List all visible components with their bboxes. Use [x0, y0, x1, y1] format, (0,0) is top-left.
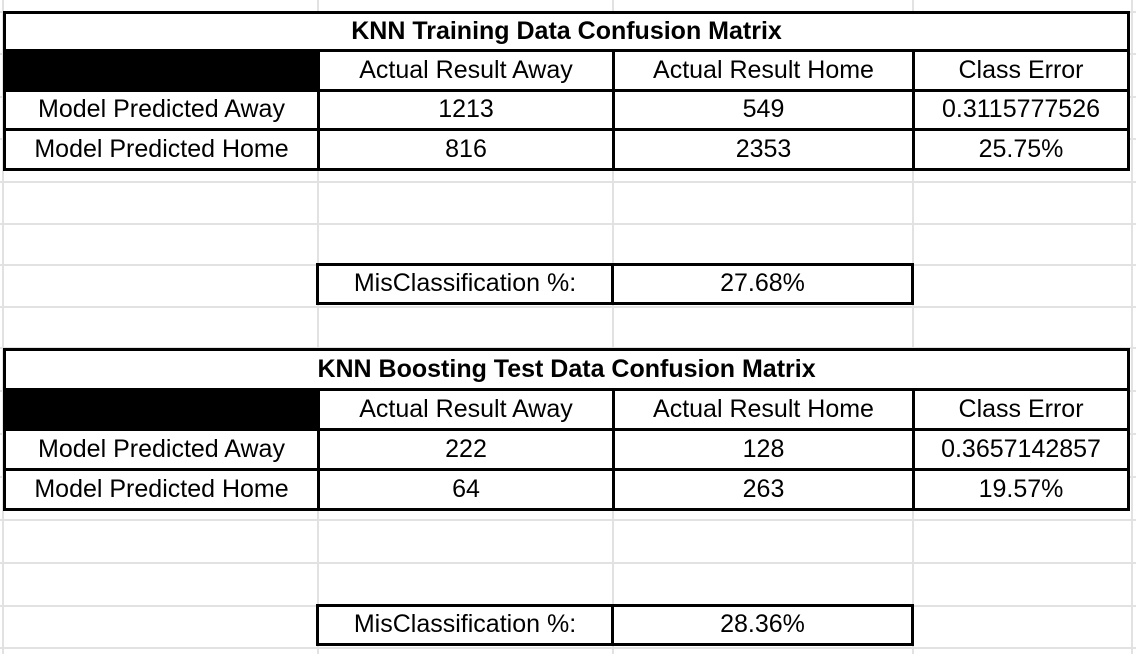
table-row: Model Predicted Home 816 2353 25.75%	[3, 128, 1131, 171]
table-title[interactable]: KNN Boosting Test Data Confusion Matrix	[2, 348, 1131, 391]
cell-value[interactable]: 549	[612, 89, 915, 131]
corner-header-cell[interactable]	[3, 49, 320, 92]
table-row: Model Predicted Away 1213 549 0.31157775…	[3, 89, 1131, 131]
table-title[interactable]: KNN Training Data Confusion Matrix	[2, 11, 1131, 52]
cell-value[interactable]: 263	[612, 468, 915, 511]
misclassification-box-training: MisClassification %: 27.68%	[316, 263, 914, 305]
column-header-actual-away[interactable]: Actual Result Away	[317, 388, 615, 431]
table-row: Actual Result Away Actual Result Home Cl…	[3, 388, 1131, 431]
misclassification-value[interactable]: 28.36%	[611, 604, 914, 646]
column-header-actual-home[interactable]: Actual Result Home	[612, 49, 915, 92]
column-header-actual-home[interactable]: Actual Result Home	[612, 388, 915, 431]
gridline-v	[2, 0, 4, 654]
gridline-h	[0, 306, 1136, 308]
cell-value[interactable]: 0.3657142857	[911, 428, 1131, 471]
gridline-h	[0, 181, 1136, 183]
gridline-h	[0, 223, 1136, 225]
cell-value[interactable]: 222	[317, 428, 615, 471]
cell-value[interactable]: 64	[317, 468, 615, 511]
table-row: Model Predicted Home 64 263 19.57%	[3, 468, 1131, 511]
misclassification-label[interactable]: MisClassification %:	[316, 604, 614, 646]
cell-value[interactable]: 19.57%	[911, 468, 1131, 511]
gridline-v	[612, 0, 614, 654]
table-row: KNN Training Data Confusion Matrix	[2, 11, 1131, 52]
table-row: KNN Boosting Test Data Confusion Matrix	[2, 348, 1131, 391]
column-header-actual-away[interactable]: Actual Result Away	[317, 49, 615, 92]
corner-header-cell[interactable]	[3, 388, 320, 431]
misclassification-value[interactable]: 27.68%	[611, 263, 914, 305]
cell-value[interactable]: 1213	[317, 89, 615, 131]
confusion-matrix-training: KNN Training Data Confusion Matrix Actua…	[2, 11, 1131, 171]
row-label-predicted-home[interactable]: Model Predicted Home	[3, 128, 320, 171]
misclassification-label[interactable]: MisClassification %:	[316, 263, 614, 305]
gridline-v	[317, 0, 319, 654]
table-row: Model Predicted Away 222 128 0.365714285…	[3, 428, 1131, 471]
gridline-h	[0, 519, 1136, 521]
gridline-v	[912, 0, 914, 654]
cell-value[interactable]: 0.3115777526	[911, 89, 1131, 131]
row-label-predicted-away[interactable]: Model Predicted Away	[3, 428, 320, 471]
confusion-matrix-boosting-test: KNN Boosting Test Data Confusion Matrix …	[2, 348, 1131, 511]
cell-value[interactable]: 2353	[612, 128, 915, 171]
column-header-class-error[interactable]: Class Error	[911, 49, 1131, 92]
cell-value[interactable]: 25.75%	[911, 128, 1131, 171]
misclassification-box-boosting-test: MisClassification %: 28.36%	[316, 604, 914, 646]
gridline-v	[1131, 0, 1133, 654]
cell-value[interactable]: 816	[317, 128, 615, 171]
table-row: Actual Result Away Actual Result Home Cl…	[3, 49, 1131, 92]
table-row: MisClassification %: 28.36%	[316, 604, 914, 646]
row-label-predicted-away[interactable]: Model Predicted Away	[3, 89, 320, 131]
table-row: MisClassification %: 27.68%	[316, 263, 914, 305]
row-label-predicted-home[interactable]: Model Predicted Home	[3, 468, 320, 511]
gridline-h	[0, 562, 1136, 564]
gridline-h	[0, 647, 1136, 649]
column-header-class-error[interactable]: Class Error	[911, 388, 1131, 431]
cell-value[interactable]: 128	[612, 428, 915, 471]
